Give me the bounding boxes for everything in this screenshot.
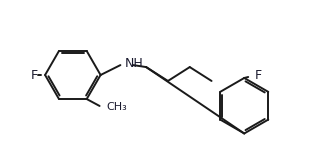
Text: CH₃: CH₃: [107, 102, 127, 112]
Text: NH: NH: [124, 57, 143, 70]
Text: F: F: [31, 69, 38, 82]
Text: F: F: [255, 69, 262, 82]
